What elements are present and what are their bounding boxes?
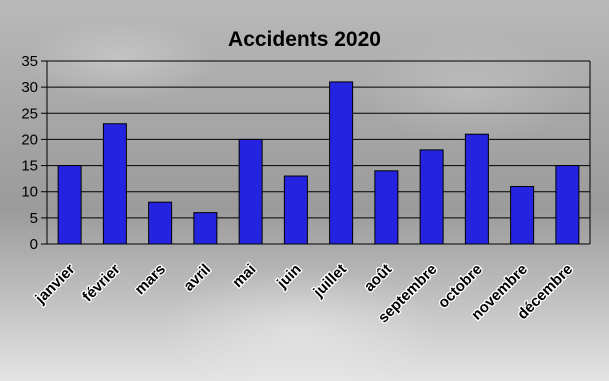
x-category-label: juin: [273, 261, 305, 293]
y-tick-label: 25: [21, 105, 38, 122]
bars: [57, 81, 580, 245]
x-category-label: mars: [132, 261, 169, 298]
y-tick-label: 10: [21, 184, 38, 201]
y-tick-label: 15: [21, 158, 38, 175]
bar-décembre: [555, 165, 580, 245]
x-category-label: avril: [180, 261, 214, 295]
bar-avril: [193, 212, 218, 245]
y-tick-label: 0: [30, 236, 38, 253]
x-category-label: février: [79, 261, 124, 306]
bar-mars: [148, 201, 173, 245]
x-category-label: juillet: [310, 261, 350, 301]
chart-title: Accidents 2020: [228, 28, 381, 51]
y-tick-labels: 0 5 10 15 20 25 30 35: [21, 53, 38, 253]
bar-février: [102, 123, 127, 245]
y-tick-label: 35: [21, 53, 38, 70]
y-tick-label: 5: [30, 210, 38, 227]
bar-janvier: [57, 165, 82, 245]
axes: [46, 61, 591, 245]
bar-juillet: [329, 81, 354, 245]
x-category-labels: janvier février mars avril mai juin juillet aoû…: [30, 259, 577, 327]
x-category-label: janvier: [32, 261, 79, 308]
x-category-label: août: [361, 261, 395, 295]
bar-septembre: [419, 149, 444, 245]
bar-novembre: [510, 185, 535, 245]
bar-août: [374, 170, 399, 245]
x-category-label: mai: [229, 261, 259, 291]
y-tick-label: 20: [21, 131, 38, 148]
bar-juin: [283, 175, 308, 245]
y-tick-label: 30: [21, 79, 38, 96]
bar-mai: [238, 138, 263, 245]
bar-octobre: [464, 133, 489, 245]
